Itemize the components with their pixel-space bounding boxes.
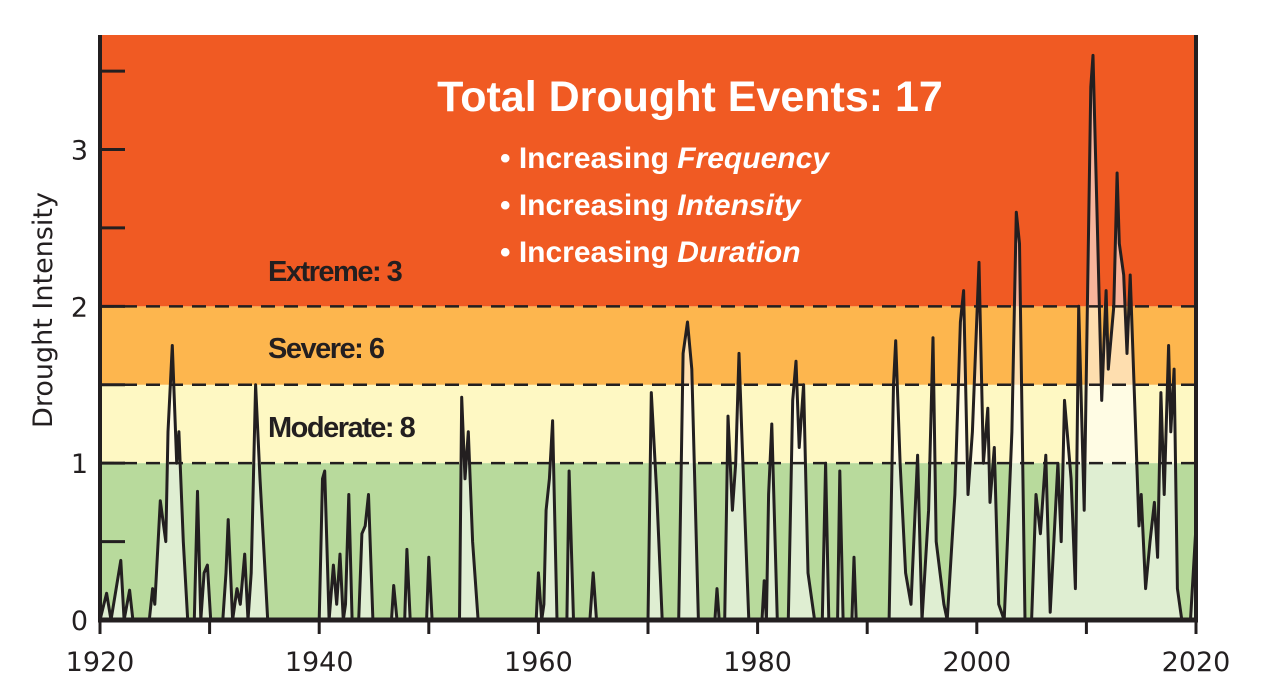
band-severe — [100, 306, 1196, 385]
x-tick-label: 2020 — [1162, 647, 1231, 678]
y-tick-label: 0 — [71, 606, 88, 637]
band-label-extreme: Extreme: 3 — [268, 256, 403, 288]
x-tick-label: 1920 — [66, 647, 135, 678]
y-axis-label: Drought Intensity — [28, 192, 59, 428]
band-moderate — [100, 384, 1196, 464]
y-tick-label: 1 — [71, 449, 88, 480]
x-tick-label: 1980 — [723, 647, 792, 678]
series-line — [98, 53, 1198, 622]
bullet-duration: • Increasing Duration — [500, 236, 801, 269]
band-label-severe: Severe: 6 — [268, 333, 385, 365]
x-tick-label: 2000 — [942, 647, 1011, 678]
x-tick-label: 1960 — [504, 647, 573, 678]
band-extreme — [100, 35, 1196, 307]
x-tick-label: 1940 — [285, 647, 354, 678]
y-tick-label: 2 — [71, 292, 88, 323]
chart-title: Total Drought Events: 17 — [437, 73, 943, 121]
bullet-intensity: • Increasing Intensity — [500, 189, 802, 222]
bullet-frequency: • Increasing Frequency — [500, 142, 830, 175]
y-tick-label: 3 — [71, 135, 88, 166]
band-label-moderate: Moderate: 8 — [268, 412, 416, 444]
